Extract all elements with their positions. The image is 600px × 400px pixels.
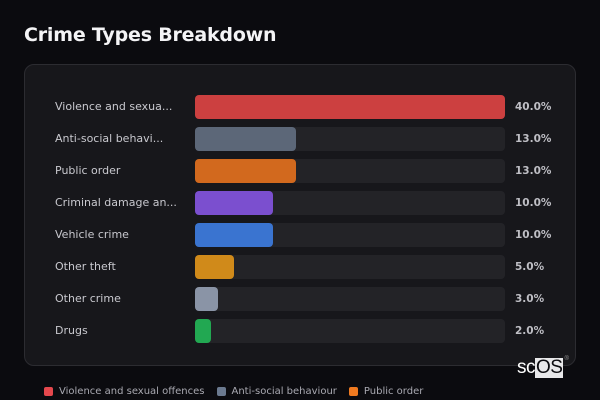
bar-value: 13.0% — [515, 133, 552, 145]
logo-sc: sc — [517, 357, 536, 378]
bar-row[interactable]: Violence and sexua... 40.0% — [25, 95, 575, 119]
bar-value: 40.0% — [515, 101, 552, 113]
bar-track — [195, 223, 505, 247]
bar-label: Anti-social behavi... — [55, 132, 164, 145]
bar-fill[interactable] — [195, 223, 273, 247]
bar-fill[interactable] — [195, 95, 505, 119]
legend-item[interactable]: Violence and sexual offences — [44, 386, 205, 397]
bar-fill[interactable] — [195, 287, 219, 311]
chart-legend: Violence and sexual offences Anti-social … — [44, 386, 423, 397]
bar-track — [195, 127, 505, 151]
bar-value: 10.0% — [515, 197, 552, 209]
legend-swatch-icon — [216, 387, 226, 396]
legend-label: Public order — [363, 386, 424, 397]
bar-label: Vehicle crime — [55, 228, 129, 241]
bar-value: 2.0% — [515, 325, 545, 337]
legend-item[interactable]: Anti-social behaviour — [216, 386, 337, 397]
bar-row[interactable]: Public order 13.0% — [25, 159, 575, 183]
bar-value: 5.0% — [515, 261, 545, 273]
legend-swatch-icon — [44, 387, 53, 396]
bar-fill[interactable] — [195, 255, 234, 279]
bar-value: 3.0% — [515, 293, 545, 305]
bar-value: 10.0% — [515, 229, 552, 241]
bar-row[interactable]: Criminal damage an... 10.0% — [25, 191, 575, 215]
bar-row[interactable]: Drugs 2.0% — [25, 319, 575, 343]
registered-mark: ® — [564, 356, 569, 362]
legend-label: Anti-social behaviour — [231, 386, 337, 397]
bar-track — [195, 255, 505, 279]
logo-os: OS — [535, 357, 564, 378]
legend-swatch-icon — [348, 387, 358, 396]
bar-fill[interactable] — [195, 191, 273, 215]
legend-item[interactable]: Public order — [348, 386, 424, 397]
bar-label: Violence and sexua... — [55, 100, 173, 113]
bar-track — [195, 287, 505, 311]
bar-label: Criminal damage an... — [55, 196, 177, 209]
bar-label: Other theft — [55, 260, 116, 273]
chart-card: Violence and sexua... 40.0% Anti-social be… — [24, 64, 576, 366]
chart-title: Crime Types Breakdown — [24, 24, 277, 46]
bar-label: Drugs — [55, 324, 88, 337]
bar-fill[interactable] — [195, 159, 296, 183]
bar-track — [195, 159, 505, 183]
scos-logo: sc OS ® — [517, 356, 569, 378]
bar-row[interactable]: Vehicle crime 10.0% — [25, 223, 575, 247]
bar-row[interactable]: Other crime 3.0% — [25, 287, 575, 311]
bar-fill[interactable] — [195, 319, 211, 343]
bar-label: Public order — [55, 164, 121, 177]
bar-row[interactable]: Anti-social behavi... 13.0% — [25, 127, 575, 151]
bar-value: 13.0% — [515, 165, 552, 177]
legend-label: Violence and sexual offences — [59, 386, 205, 397]
bar-track — [195, 95, 505, 119]
bar-row[interactable]: Other theft 5.0% — [25, 255, 575, 279]
bar-label: Other crime — [55, 292, 121, 305]
bar-fill[interactable] — [195, 127, 296, 151]
bar-track — [195, 319, 505, 343]
bar-track — [195, 191, 505, 215]
